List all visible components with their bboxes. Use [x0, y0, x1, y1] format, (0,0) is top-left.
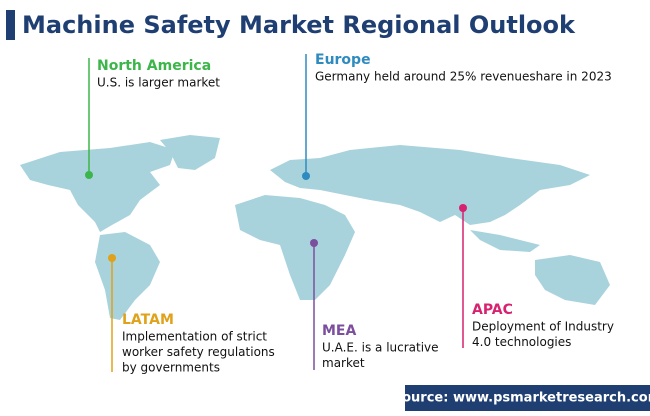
source: Source: www.psmarketresearch.com	[393, 391, 650, 406]
region-dot	[85, 171, 93, 179]
region-desc: U.S. is larger market	[97, 76, 220, 90]
region-dot	[302, 172, 310, 180]
region-desc: market	[322, 356, 365, 370]
region-desc: Implementation of strict	[122, 330, 267, 344]
region-desc: by governments	[122, 361, 220, 375]
region-name: MEA	[322, 323, 356, 339]
region-desc: Deployment of Industry	[472, 320, 614, 334]
source-bar	[405, 385, 650, 411]
region-name: LATAM	[122, 312, 174, 328]
region-desc: Germany held around 25% revenueshare in …	[315, 70, 612, 84]
region-name: Europe	[315, 52, 371, 68]
title-marker	[6, 10, 15, 40]
region-name: North America	[97, 58, 211, 74]
region-name: APAC	[472, 302, 513, 318]
region-desc: worker safety regulations	[122, 345, 275, 359]
region-desc: 4.0 technologies	[472, 335, 571, 349]
region-desc: U.A.E. is a lucrative	[322, 341, 439, 355]
world-map	[20, 135, 610, 320]
title: Machine Safety Market Regional Outlook	[22, 11, 576, 39]
region-dot	[108, 254, 116, 262]
region-dot	[310, 239, 318, 247]
region-dot	[459, 204, 467, 212]
